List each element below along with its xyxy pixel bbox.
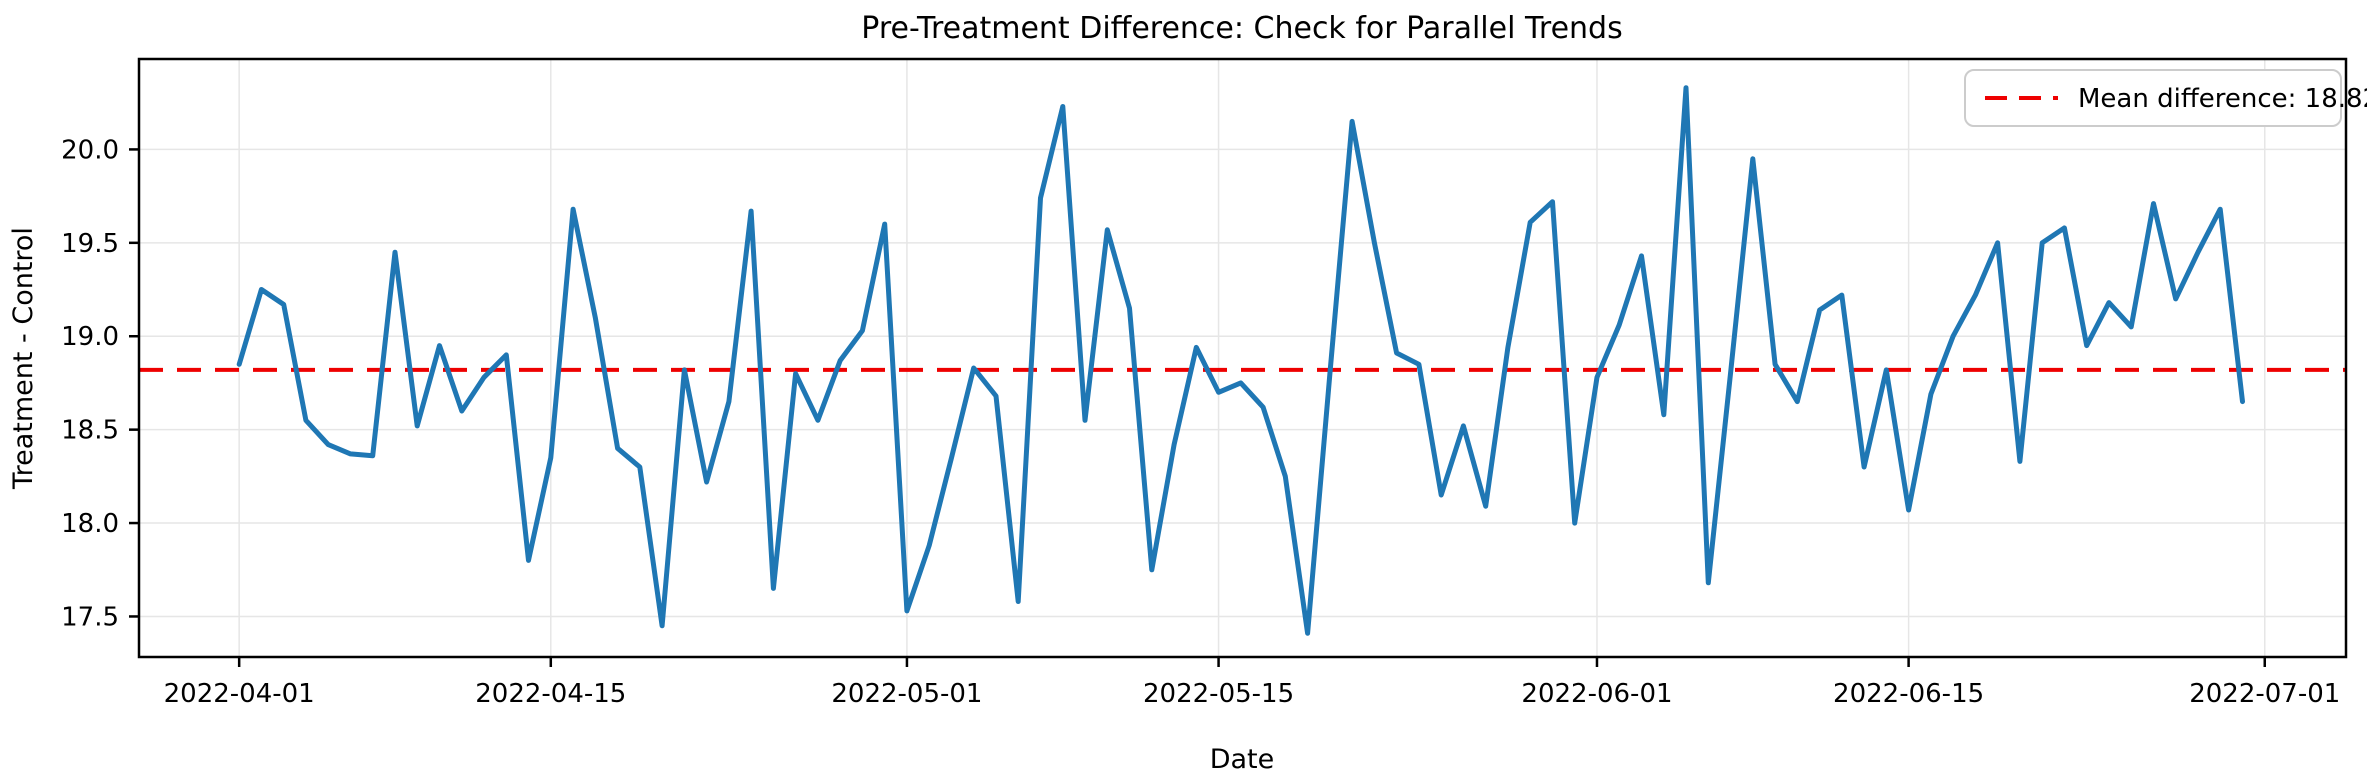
x-tick-label: 2022-07-01 bbox=[2189, 679, 2340, 709]
x-tick-label: 2022-04-01 bbox=[164, 679, 315, 709]
y-tick-label: 18.5 bbox=[61, 416, 119, 446]
y-axis-label: Treatment - Control bbox=[8, 227, 39, 490]
tick-labels: 17.5 18.0 18.5 19.0 19.5 20.0 2022-04-01 2022-0… bbox=[61, 135, 2340, 709]
y-tick-label: 19.0 bbox=[61, 322, 119, 352]
y-tick-label: 18.0 bbox=[61, 509, 119, 539]
treatment-control-series-line bbox=[236, 85, 2245, 636]
y-tick-label: 20.0 bbox=[61, 135, 119, 165]
x-tick-label: 2022-05-01 bbox=[831, 679, 982, 709]
legend: Mean difference: 18.82 bbox=[1964, 69, 2367, 127]
x-tick-label: 2022-06-15 bbox=[1833, 679, 1984, 709]
x-axis-label: Date bbox=[1210, 744, 1275, 775]
grid-lines bbox=[139, 59, 2346, 657]
legend-label: Mean difference: 18.82 bbox=[2078, 84, 2367, 114]
x-tick-label: 2022-05-15 bbox=[1143, 679, 1294, 709]
chart-title: Pre-Treatment Difference: Check for Para… bbox=[861, 11, 1622, 46]
legend-box bbox=[1964, 69, 2342, 127]
x-tick-label: 2022-06-01 bbox=[1521, 679, 1672, 709]
axis-ticks bbox=[129, 148, 2267, 667]
x-tick-label: 2022-04-15 bbox=[475, 679, 626, 709]
y-tick-label: 17.5 bbox=[61, 602, 119, 632]
plot-frame bbox=[137, 57, 2348, 659]
y-tick-label: 19.5 bbox=[61, 229, 119, 259]
